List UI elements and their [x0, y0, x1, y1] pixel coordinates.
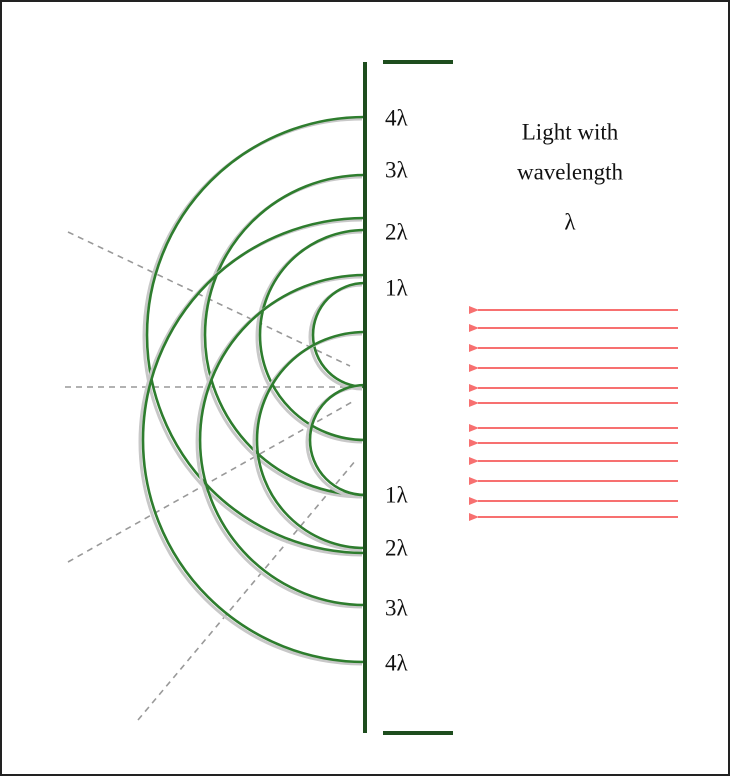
caption: Light with wavelength λ	[517, 119, 624, 234]
label: 3λ	[385, 595, 409, 620]
light-rays	[469, 306, 678, 521]
wavefront	[141, 216, 366, 664]
wavefront	[258, 228, 366, 442]
barrier	[363, 60, 453, 735]
label: 3λ	[385, 157, 409, 182]
wavefront	[203, 173, 366, 497]
wavefront	[145, 115, 366, 555]
label: 1λ	[385, 482, 409, 507]
wavefront	[255, 330, 366, 550]
caption-line: wavelength	[517, 159, 624, 184]
wavefronts	[138, 115, 366, 666]
wave-shadow	[138, 218, 363, 666]
wavefront	[311, 281, 366, 389]
wavefront	[198, 273, 366, 607]
caption-symbol: λ	[564, 209, 576, 234]
distance-labels: 4λ 3λ 2λ 1λ 1λ 2λ 3λ 4λ	[385, 105, 409, 675]
caption-line: Light with	[522, 119, 619, 144]
label: 2λ	[385, 535, 409, 560]
label: 2λ	[385, 219, 409, 244]
label: 4λ	[385, 650, 409, 675]
label: 1λ	[385, 275, 409, 300]
wavefront	[308, 383, 366, 497]
label: 4λ	[385, 105, 409, 130]
